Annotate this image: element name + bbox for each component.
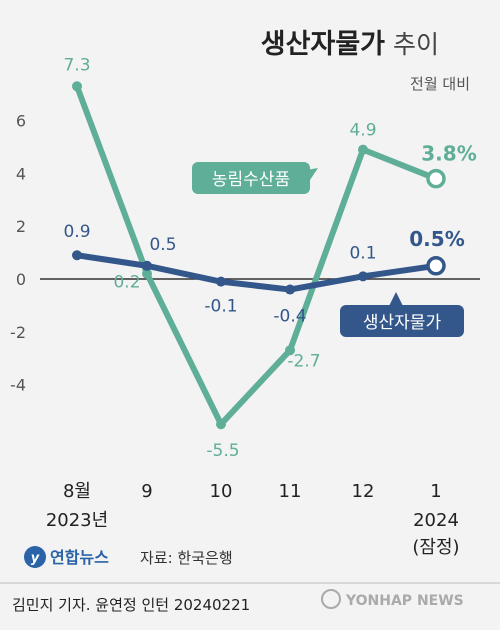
data-label: -0.1 [204, 297, 237, 317]
legend-producer-label: 생산자물가 [363, 313, 442, 333]
data-point [426, 168, 446, 189]
x-tick-label: 10 [210, 481, 233, 502]
x-tick-label-note: (잠정) [412, 537, 459, 558]
data-point [285, 284, 295, 295]
source-row: y 연합뉴스 자료: 한국은행 [24, 546, 233, 568]
x-tick-label-year: 2023년 [46, 510, 108, 531]
legend-farm-products: 농림수산품 [192, 162, 318, 194]
legend-producer-price: 생산자물가 [340, 292, 464, 337]
watermark-icon [321, 589, 341, 609]
data-point [142, 260, 152, 271]
data-label: 7.3 [63, 55, 90, 75]
x-tick-label: 9 [141, 481, 152, 502]
yonhap-logo-icon [24, 546, 46, 568]
source-text: 자료: 한국은행 [140, 549, 233, 567]
x-tick-label: 12 [352, 481, 375, 502]
data-point [216, 276, 226, 287]
y-tick-label: 0 [16, 270, 26, 289]
y-tick-label: 2 [16, 217, 26, 236]
logo-text: 연합뉴스 [50, 548, 109, 567]
data-label: 0.9 [63, 222, 90, 242]
data-point [142, 268, 152, 279]
credit-text: 김민지 기자. 윤연정 인턴 20240221 [12, 596, 250, 614]
legend-farm-pointer [306, 168, 318, 186]
title-bold: 생산자물가 [261, 29, 385, 60]
y-tick-label: 4 [16, 164, 26, 183]
data-label: -5.5 [206, 441, 239, 461]
legend-producer-box [340, 305, 464, 337]
series-line-producer-price [74, 252, 439, 293]
legend-farm-label: 농림수산품 [212, 170, 290, 190]
data-label: 0.1 [349, 243, 376, 263]
watermark-text: YONHAP NEWS [345, 593, 464, 609]
yonhap-logo-letter: y [31, 551, 40, 566]
data-label: -2.7 [287, 351, 320, 371]
y-tick-label: -2 [10, 323, 26, 342]
y-axis: 6 4 2 0 -2 -4 [10, 112, 26, 395]
title-light: 추이 [393, 30, 439, 59]
data-label: 0.5% [409, 227, 464, 251]
x-tick-label: 11 [279, 481, 302, 502]
data-point [358, 144, 368, 155]
x-axis: 8월 2023년 9 10 11 12 1 2024 (잠정) [46, 481, 460, 558]
legend-producer-pointer [388, 292, 404, 308]
data-point [426, 256, 446, 276]
data-label: 4.9 [349, 121, 376, 141]
data-point [72, 81, 82, 92]
data-label: -0.4 [273, 307, 306, 327]
legend-farm-box [192, 162, 310, 194]
subtitle: 전월 대비 [410, 75, 470, 93]
data-point [358, 271, 368, 282]
data-point [72, 250, 82, 261]
series-group: 7.3 0.2 -5.5 -2.7 4.9 3.8% 0.9 0.5 -0.1 -0.4 0.1 0.… [63, 55, 476, 461]
data-label: 3.8% [421, 142, 476, 166]
y-tick-label: -4 [10, 376, 26, 395]
y-tick-label: 6 [16, 112, 26, 131]
data-point [216, 419, 226, 430]
data-label: 0.5 [149, 235, 176, 255]
series-line-farm-products [74, 83, 439, 428]
x-tick-label: 8월 [63, 481, 91, 502]
data-label: 0.2 [113, 273, 140, 293]
x-tick-label: 1 [430, 481, 441, 502]
x-tick-label-year: 2024 [413, 510, 459, 531]
data-point [285, 345, 295, 356]
